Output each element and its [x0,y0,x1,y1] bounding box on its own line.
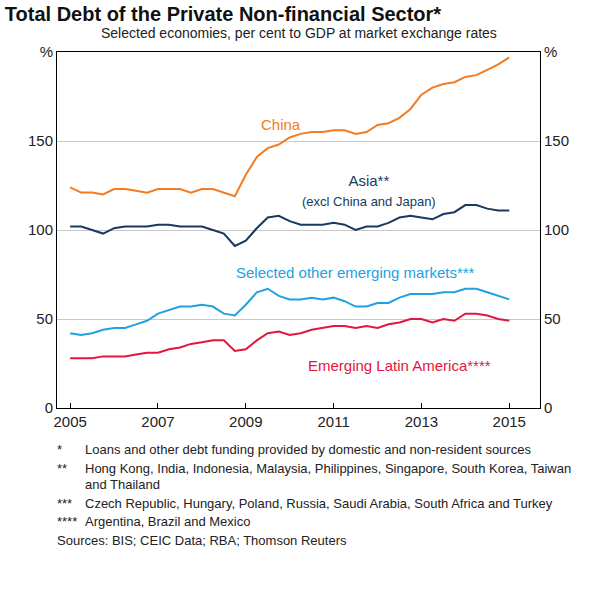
svg-text:2005: 2005 [53,413,86,430]
svg-text:Total Debt of the Private Non-: Total Debt of the Private Non-financial … [5,3,442,25]
svg-text:150: 150 [544,132,569,149]
svg-text:2015: 2015 [493,413,526,430]
svg-text:2013: 2013 [405,413,438,430]
svg-text:100: 100 [28,221,53,238]
svg-text:%: % [40,43,53,60]
svg-text:China: China [261,116,301,133]
svg-text:150: 150 [28,132,53,149]
svg-text:2007: 2007 [141,413,174,430]
svg-text:0: 0 [544,399,552,416]
svg-text:100: 100 [544,221,569,238]
html-text:Sources: BIS; CEIC Data; RBA;: Sources: BIS; CEIC Data; RBA; Thomson Re… [57,533,347,549]
svg-text:Asia**(excl China and Japan): Asia**(excl China and Japan) [302,172,436,209]
svg-text:Selected other emerging market: Selected other emerging markets*** [236,264,475,281]
html-text:Loans and other debt funding p: Loans and other debt funding provided by… [85,442,531,457]
svg-text:50: 50 [36,310,53,327]
html-text:Czech Republic, Hungary, Polan: Czech Republic, Hungary, Poland, Russia,… [85,495,553,511]
html-text:Hong Kong, India, Indonesia, M: Hong Kong, India, Indonesia, Malaysia, P… [85,460,572,492]
svg-text:Emerging Latin America****: Emerging Latin America**** [308,357,491,374]
svg-text:2009: 2009 [229,413,262,430]
html-text:Argentina, Brazil and Mexico: Argentina, Brazil and Mexico [85,514,251,530]
svg-text:%: % [544,43,557,60]
svg-text:50: 50 [544,310,561,327]
svg-text:Selected economies, per cent t: Selected economies, per cent to GDP at m… [101,25,497,41]
svg-text:2011: 2011 [317,413,349,430]
svg-text:0: 0 [45,399,53,416]
